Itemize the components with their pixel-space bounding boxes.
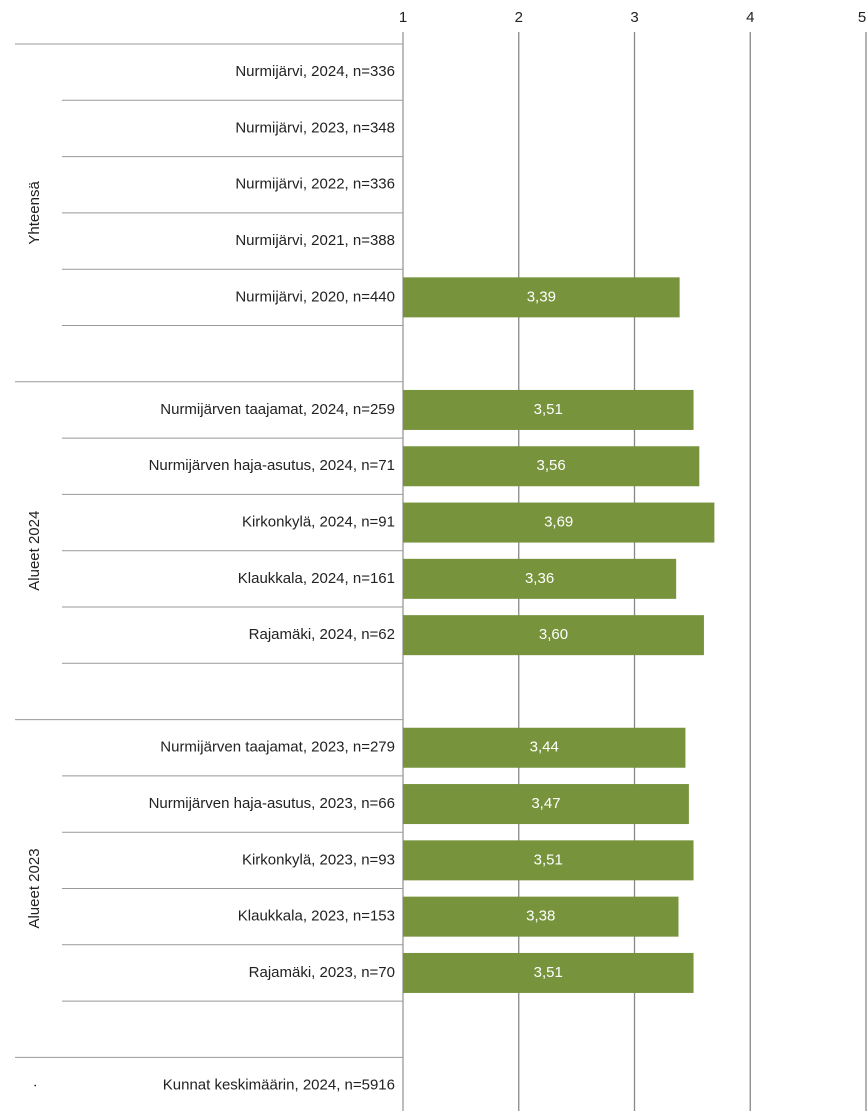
y-tick-label: Kirkonkylä, 2023, n=93: [242, 851, 395, 868]
y-tick-label: Rajamäki, 2023, n=70: [249, 964, 395, 981]
value-label: 3,39: [527, 288, 556, 305]
value-label: 3,51: [534, 851, 563, 868]
value-label: 3,69: [544, 514, 573, 531]
y-tick-label: Kunnat keskimäärin, 2024, n=5916: [163, 1077, 395, 1094]
x-tick-label: 3: [630, 9, 638, 26]
bar: [403, 558, 677, 599]
y-tick-label: Klaukkala, 2023, n=153: [238, 908, 395, 925]
value-label: 3,36: [525, 570, 554, 587]
bar: [403, 952, 694, 993]
value-label: 3,38: [526, 908, 555, 925]
value-label: 3,47: [531, 795, 560, 812]
y-tick-label: Nurmijärvi, 2021, n=388: [235, 232, 395, 249]
group-label: Yhteensä: [26, 181, 43, 245]
y-tick-label: Kirkonkylä, 2024, n=91: [242, 514, 395, 531]
y-tick-label: Nurmijärvi, 2023, n=348: [235, 119, 395, 136]
bar: [403, 727, 686, 768]
bar: [403, 277, 680, 318]
y-tick-label: Nurmijärvi, 2024, n=336: [235, 63, 395, 80]
bar: [403, 896, 679, 937]
group-label: Alueet 2023: [26, 848, 43, 928]
bar: [403, 446, 700, 487]
bar: [403, 389, 694, 430]
x-tick-label: 5: [858, 9, 866, 26]
y-tick-label: Rajamäki, 2024, n=62: [249, 626, 395, 643]
group-label: Alueet 2024: [26, 511, 43, 591]
bar: [403, 840, 694, 881]
value-label: 3,51: [534, 401, 563, 418]
y-tick-label: Nurmijärvi, 2022, n=336: [235, 176, 395, 193]
value-label: 3,44: [530, 739, 559, 756]
y-tick-label: Klaukkala, 2024, n=161: [238, 570, 395, 587]
x-tick-label: 2: [515, 9, 523, 26]
x-tick-label: 1: [399, 9, 407, 26]
bar: [403, 615, 704, 656]
y-tick-label: Nurmijärven haja-asutus, 2023, n=66: [149, 795, 395, 812]
value-label: 3,51: [534, 964, 563, 981]
bar: [403, 784, 689, 825]
y-tick-label: Nurmijärven haja-asutus, 2024, n=71: [149, 457, 395, 474]
value-label: 3,56: [537, 457, 566, 474]
y-tick-label: Nurmijärven taajamat, 2024, n=259: [160, 401, 395, 418]
value-label: 3,60: [539, 626, 568, 643]
x-tick-label: 4: [746, 9, 754, 26]
bar: [403, 502, 715, 543]
y-tick-label: Nurmijärvi, 2020, n=440: [235, 288, 395, 305]
group-label: ·: [26, 1083, 43, 1088]
y-tick-label: Nurmijärven taajamat, 2023, n=279: [160, 739, 395, 756]
